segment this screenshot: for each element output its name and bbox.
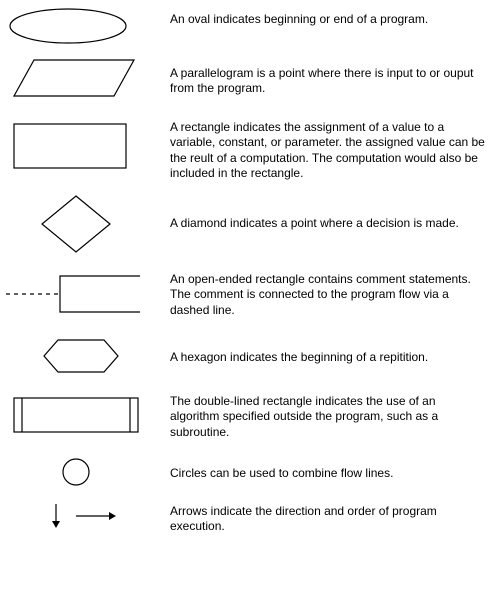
legend-row-double-rectangle: The double-lined rectangle indicates the… <box>0 394 500 444</box>
legend-row-oval: An oval indicates beginning or end of a … <box>0 6 500 56</box>
legend-row-arrows: Arrows indicate the direction and order … <box>0 502 500 552</box>
double-rectangle-icon <box>6 394 156 444</box>
arrows-description: Arrows indicate the direction and order … <box>170 504 488 535</box>
oval-icon <box>6 6 156 56</box>
circle-icon <box>6 456 156 506</box>
parallelogram-icon <box>6 58 156 108</box>
hexagon-icon <box>6 336 156 386</box>
legend-row-parallelogram: A parallelogram is a point where there i… <box>0 58 500 108</box>
oval-description: An oval indicates beginning or end of a … <box>170 12 488 27</box>
rectangle-description: A rectangle indicates the assignment of … <box>170 120 488 181</box>
diamond-description: A diamond indicates a point where a deci… <box>170 216 488 231</box>
arrows-icon <box>6 502 156 552</box>
legend-row-circle: Circles can be used to combine flow line… <box>0 456 500 506</box>
hexagon-description: A hexagon indicates the beginning of a r… <box>170 350 488 365</box>
double-rectangle-description: The double-lined rectangle indicates the… <box>170 394 488 440</box>
diamond-icon <box>6 192 156 256</box>
rectangle-icon <box>6 120 156 180</box>
open-rectangle-description: An open-ended rectangle contains comment… <box>170 272 488 318</box>
legend-row-diamond: A diamond indicates a point where a deci… <box>0 192 500 256</box>
circle-description: Circles can be used to combine flow line… <box>170 466 488 481</box>
legend-row-open-rectangle: An open-ended rectangle contains comment… <box>0 272 500 322</box>
legend-row-rectangle: A rectangle indicates the assignment of … <box>0 120 500 180</box>
parallelogram-description: A parallelogram is a point where there i… <box>170 66 488 97</box>
legend-row-hexagon: A hexagon indicates the beginning of a r… <box>0 336 500 386</box>
open-rectangle-icon <box>6 272 156 322</box>
